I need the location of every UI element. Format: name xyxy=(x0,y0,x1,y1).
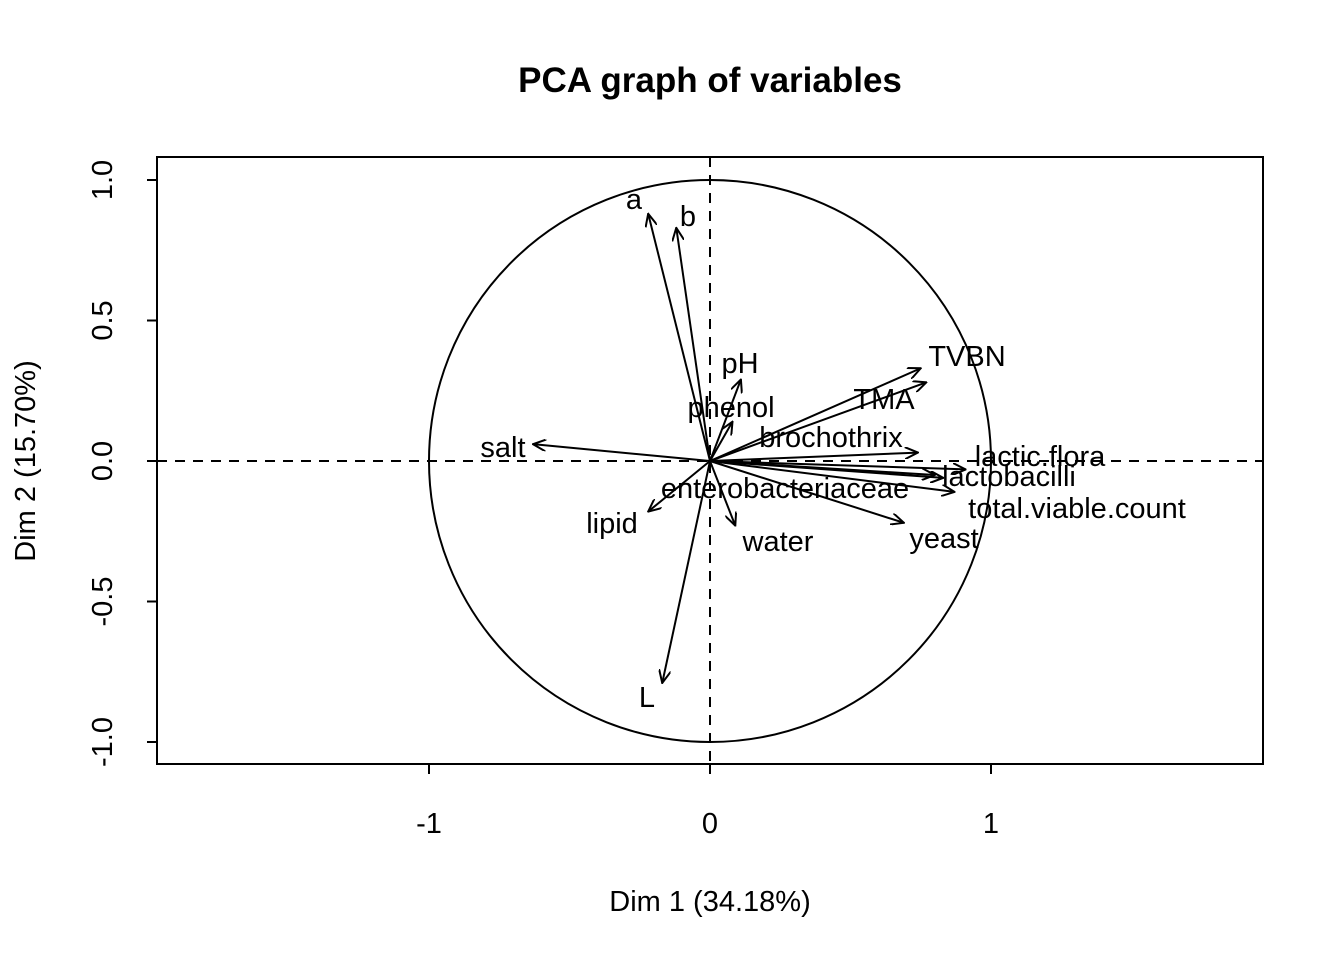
label-lactic-flora: lactic.flora xyxy=(975,441,1106,473)
arrow-brochothrix xyxy=(709,453,918,462)
label-total-viable-count: total.viable.count xyxy=(968,493,1186,525)
chart-title: PCA graph of variables xyxy=(518,61,902,100)
y-tick-label: -1.0 xyxy=(87,717,119,767)
arrow-lipid xyxy=(648,460,711,512)
y-tick-label: 0.0 xyxy=(87,441,119,481)
x-tick-label: -1 xyxy=(416,808,442,840)
label-brochothrix: brochothrix xyxy=(759,422,903,454)
x-tick-label: 0 xyxy=(702,808,718,840)
arrow-yeast xyxy=(709,460,904,523)
arrow-tma xyxy=(709,382,926,462)
y-tick-label: 1.0 xyxy=(87,160,119,200)
axes: -1 0 1 -1.0 -0.5 0.0 0.5 1.0 xyxy=(87,160,999,840)
x-axis-label: Dim 1 (34.18%) xyxy=(609,886,810,918)
arrow-b xyxy=(676,228,711,462)
arrow-lactic-flora xyxy=(709,460,966,469)
arrow-tvbn xyxy=(709,368,921,462)
label-ph: pH xyxy=(721,348,758,380)
arrow-water xyxy=(709,460,735,526)
y-tick-label: -0.5 xyxy=(87,577,119,627)
plot-area: a b pH phenol TVBN TMA brochothrix lactic.flora… xyxy=(157,157,1263,764)
label-lactobacilli: lactobacilli xyxy=(942,461,1076,493)
y-axis-label: Dim 2 (15.70%) xyxy=(10,360,42,561)
label-enterobacteriaceae: enterobacteriaceae xyxy=(661,473,909,505)
label-a: a xyxy=(626,184,643,216)
label-water: water xyxy=(742,526,814,558)
arrow-salt xyxy=(533,444,711,462)
y-tick-label: 0.5 xyxy=(87,300,119,340)
label-tvbn: TVBN xyxy=(928,341,1005,373)
label-yeast: yeast xyxy=(909,523,978,555)
arrow-total-viable-count xyxy=(709,460,954,492)
x-tick-label: 1 xyxy=(983,808,999,840)
arrow-phenol xyxy=(709,422,732,462)
label-l: L xyxy=(639,682,655,714)
arrow-enterobacteriaceae xyxy=(709,460,943,478)
arrow-a xyxy=(648,214,711,462)
label-phenol: phenol xyxy=(687,392,774,424)
label-salt: salt xyxy=(480,432,525,464)
label-lipid: lipid xyxy=(586,508,638,540)
label-tma: TMA xyxy=(853,384,915,416)
arrow-l xyxy=(662,460,711,683)
label-b: b xyxy=(680,201,696,233)
